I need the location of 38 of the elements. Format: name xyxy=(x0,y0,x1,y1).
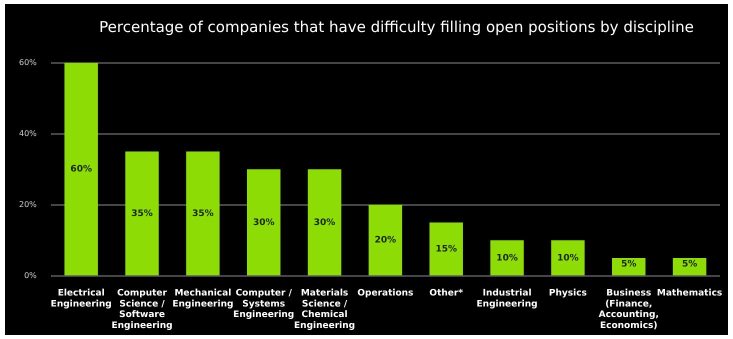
y-tick-label: 20% xyxy=(19,200,38,209)
data-label: 15% xyxy=(435,244,457,255)
x-tick-label: Industrial Engineering xyxy=(476,288,538,310)
y-tick-label: 0% xyxy=(24,270,38,280)
x-tick-label: Computer / Systems Engineering xyxy=(233,288,294,320)
x-tick-label: Electrical Engineering xyxy=(50,288,112,310)
x-tick-label: Computer Science / Software Engineering xyxy=(112,288,173,331)
data-label: 35% xyxy=(131,209,153,220)
data-label: 5% xyxy=(621,259,636,270)
data-label: 5% xyxy=(682,259,698,270)
bar xyxy=(368,204,402,276)
data-label: 60% xyxy=(70,164,92,175)
chart-title: Percentage of companies that have difficulty filling open positions by discipline xyxy=(98,18,695,36)
x-tick-label: Mathematics xyxy=(656,288,722,299)
bar xyxy=(308,169,342,276)
bar xyxy=(551,240,585,276)
x-tick-label: Mechanical Engineering xyxy=(172,288,234,310)
bar xyxy=(186,152,220,276)
data-label: 10% xyxy=(496,253,518,264)
y-tick-label: 40% xyxy=(19,128,38,138)
x-tick-label: Business (Finance, Accounting, Economics) xyxy=(598,288,659,331)
x-tick-label: Other* xyxy=(429,288,464,299)
data-label: 30% xyxy=(252,218,274,228)
data-label: 20% xyxy=(374,236,396,246)
data-label: 10% xyxy=(557,253,579,264)
x-tick-label: Physics xyxy=(548,288,587,299)
bar xyxy=(612,258,646,276)
bar xyxy=(64,62,98,276)
bar xyxy=(430,222,463,276)
data-label: 30% xyxy=(314,218,336,228)
x-tick-label: Materials Science / Chemical Engineering xyxy=(294,288,356,331)
y-tick-label: 60% xyxy=(19,58,38,67)
bar xyxy=(672,258,706,276)
bar xyxy=(246,169,280,276)
data-label: 35% xyxy=(192,209,214,220)
bar xyxy=(490,240,524,276)
x-tick-label: Operations xyxy=(357,288,414,299)
bar xyxy=(125,152,159,276)
